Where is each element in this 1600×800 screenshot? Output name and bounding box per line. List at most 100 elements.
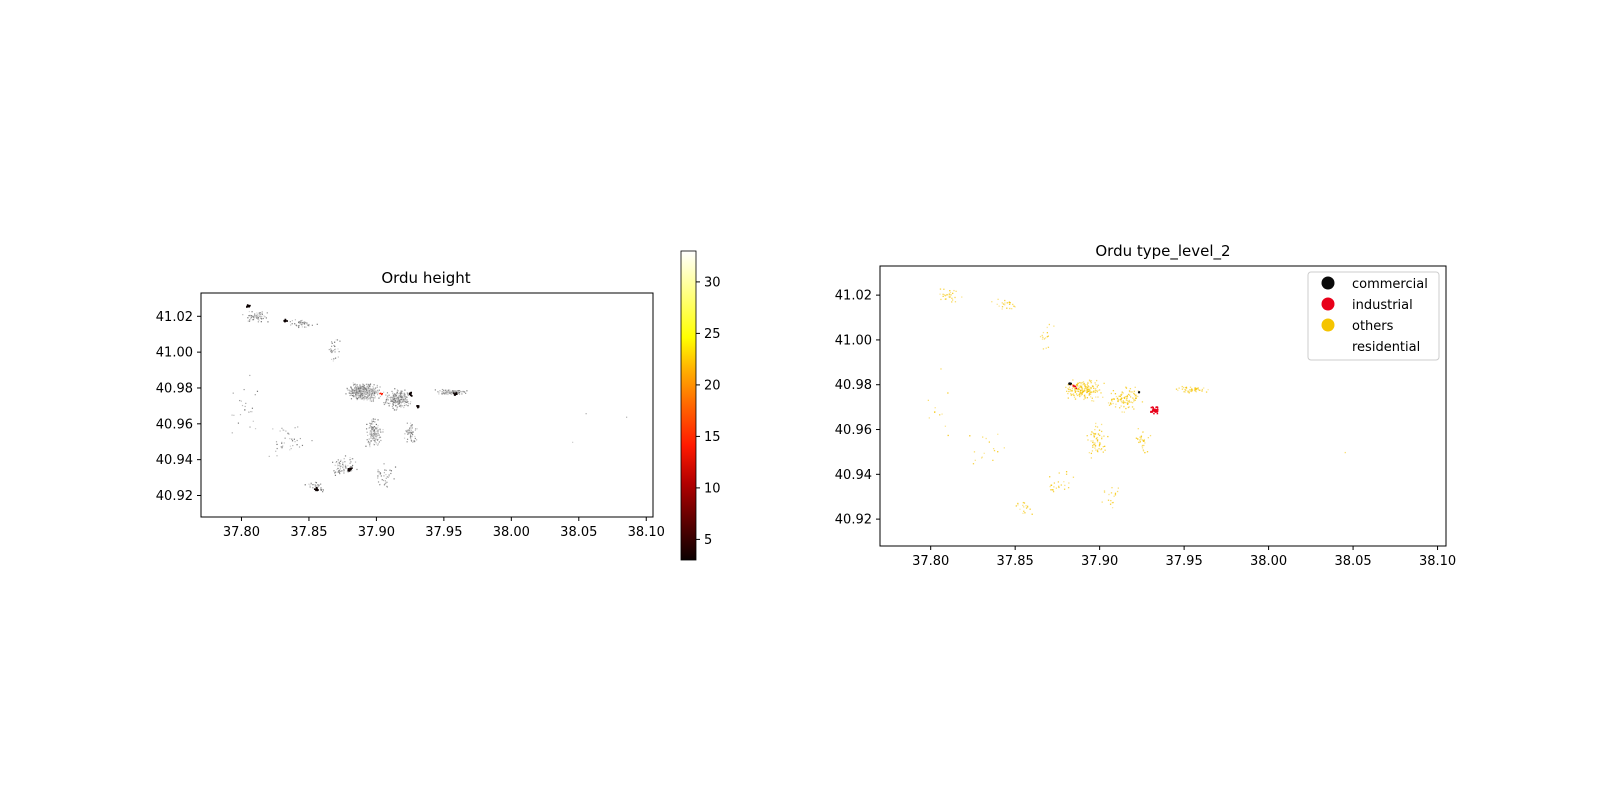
building-footprint: [377, 429, 379, 431]
building-footprint: [392, 404, 394, 406]
y-tick-label: 40.98: [835, 378, 872, 393]
building-footprint: [370, 395, 372, 397]
building-others: [1072, 379, 1074, 381]
building-footprint: [256, 312, 258, 314]
building-footprint: [375, 387, 377, 389]
building-others: [985, 437, 987, 440]
building-footprint: [334, 357, 337, 359]
building-footprint: [385, 481, 387, 483]
building-others: [1149, 434, 1152, 437]
building-footprint: [398, 400, 400, 402]
building-footprint: [256, 317, 258, 319]
building-others: [1113, 495, 1115, 497]
building-footprint: [259, 312, 261, 314]
building-footprint: [392, 401, 395, 403]
building-footprint: [316, 323, 318, 325]
building-footprint: [251, 319, 254, 321]
building-others: [1026, 505, 1029, 507]
building-footprint: [311, 440, 313, 442]
building-others: [1143, 444, 1145, 447]
building-footprint: [410, 432, 412, 434]
building-footprint: [392, 396, 394, 399]
building-others: [1103, 382, 1105, 385]
building-others: [1094, 433, 1097, 435]
building-footprint: [362, 390, 364, 392]
building-others: [1011, 308, 1013, 310]
building-others: [1074, 390, 1076, 392]
building-others: [1077, 385, 1079, 387]
building-footprint: [345, 467, 347, 469]
building-others: [1081, 381, 1083, 384]
building-others: [1099, 443, 1102, 445]
x-tick-label: 37.85: [997, 554, 1034, 569]
building-footprint: [364, 395, 366, 397]
building-footprint: [248, 411, 251, 413]
tall-building: [417, 406, 419, 409]
building-footprint: [375, 443, 377, 445]
building-footprint: [369, 384, 371, 386]
building-footprint: [373, 384, 375, 386]
building-others: [1047, 346, 1050, 349]
building-footprint: [330, 350, 333, 352]
building-footprint: [375, 423, 377, 426]
building-others: [1065, 471, 1068, 473]
building-footprint: [382, 401, 385, 404]
building-others: [1080, 386, 1082, 388]
building-industrial: [1153, 412, 1155, 415]
building-others: [1031, 513, 1033, 515]
height-map-x-axis: 37.80 37.85 37.90 37.95 38.00 38.05 38.10: [223, 517, 665, 540]
type-map-legend: commercial industrial others residential: [1307, 271, 1440, 361]
building-footprint: [297, 325, 300, 327]
building-footprint: [370, 398, 372, 400]
building-footprint: [290, 447, 292, 450]
building-footprint: [397, 399, 399, 401]
building-footprint: [397, 403, 399, 405]
building-footprint: [397, 398, 400, 400]
tall-building-red: [379, 392, 381, 395]
building-footprint: [243, 388, 245, 391]
building-footprint: [380, 431, 382, 433]
building-footprint: [358, 388, 360, 390]
building-footprint: [365, 445, 367, 447]
building-others: [1096, 391, 1098, 393]
building-footprint: [362, 387, 364, 390]
building-footprint: [378, 441, 380, 443]
building-footprint: [339, 467, 342, 470]
building-others: [1100, 423, 1103, 426]
building-footprint: [445, 391, 448, 393]
building-others: [1069, 388, 1071, 391]
building-footprint: [356, 390, 358, 392]
building-footprint: [311, 324, 313, 326]
building-footprint: [403, 437, 406, 439]
building-footprint: [336, 468, 338, 471]
building-others: [1108, 404, 1111, 406]
building-footprint: [330, 350, 332, 353]
building-footprint: [356, 396, 358, 399]
building-others: [954, 296, 956, 299]
building-footprint: [298, 321, 300, 323]
building-others: [1090, 391, 1092, 393]
building-others: [1092, 446, 1094, 449]
building-industrial: [1072, 384, 1075, 387]
building-footprint: [389, 469, 391, 471]
building-footprint: [448, 391, 451, 393]
building-footprint: [276, 443, 278, 446]
building-others: [1042, 331, 1045, 334]
building-others: [1195, 387, 1197, 389]
colorbar-tick-label: 20: [704, 378, 721, 393]
building-others: [1142, 440, 1145, 442]
building-footprint: [363, 388, 365, 390]
building-footprint: [353, 383, 355, 386]
x-tick-label: 38.05: [1334, 554, 1371, 569]
building-footprint: [361, 396, 363, 398]
building-footprint: [404, 389, 406, 391]
building-footprint: [410, 434, 412, 436]
building-footprint: [351, 388, 353, 390]
building-others: [944, 298, 946, 300]
building-footprint: [264, 316, 266, 318]
building-others: [1139, 436, 1141, 438]
building-others: [1022, 512, 1024, 515]
building-others: [954, 301, 957, 303]
legend-marker-industrial: [1321, 297, 1335, 311]
building-others: [1090, 387, 1092, 390]
